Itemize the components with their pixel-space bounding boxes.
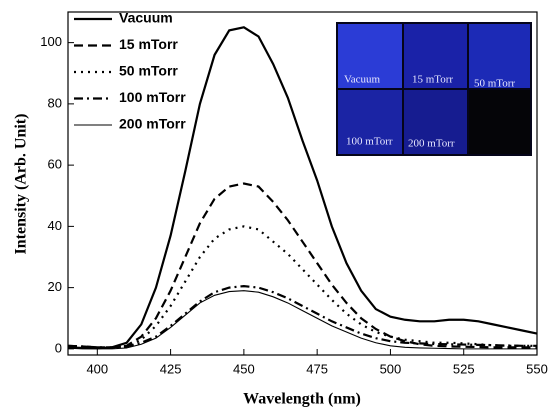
inset-label: 100 mTorr [346,136,393,148]
inset-label: 200 mTorr [408,138,455,150]
inset-label: Vacuum [344,74,380,86]
inset-photo [336,22,532,156]
x-tick-label: 500 [380,361,402,376]
y-axis-title: Intensity (Arb. Unit) [13,114,30,255]
x-tick-label: 475 [306,361,328,376]
inset-label: 15 mTorr [412,74,453,86]
y-tick-label: 0 [55,340,62,355]
series-line [67,26,538,350]
x-tick-label: 450 [233,361,255,376]
y-tick-label: 80 [48,95,62,110]
x-tick-label: 425 [160,361,182,376]
series-line [67,284,537,349]
legend-label: Vacuum [119,10,173,26]
legend-label: 50 mTorr [119,63,178,79]
y-tick-label: 20 [48,279,62,294]
y-tick-label: 100 [40,34,62,49]
plot-frame [67,11,538,356]
x-tick-label: 550 [526,361,548,376]
legend-label: 200 mTorr [119,116,186,132]
x-tick-label: 400 [86,361,108,376]
legend-label: 100 mTorr [119,89,186,105]
inset-label: 50 mTorr [474,78,515,90]
series-line [67,182,537,349]
legend-label: 15 mTorr [119,36,178,52]
series-line [67,290,537,350]
x-tick-label: 525 [453,361,475,376]
y-tick-label: 60 [48,157,62,172]
x-axis-title: Wavelength (nm) [243,391,361,408]
y-tick-label: 40 [48,218,62,233]
